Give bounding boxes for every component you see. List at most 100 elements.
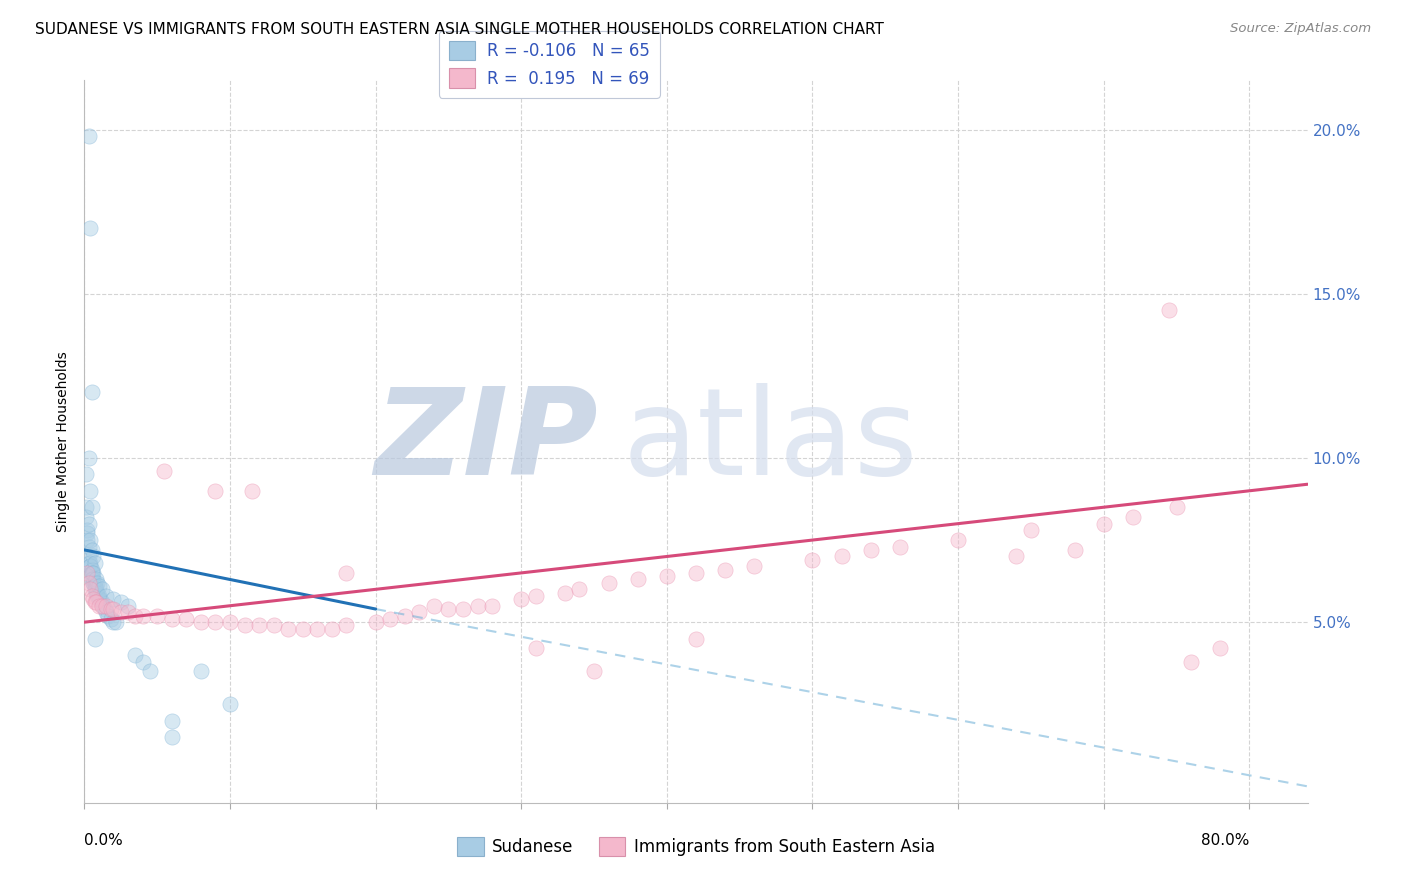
Point — [79, 582, 101, 597]
Point — [714, 563, 737, 577]
Point — [1092, 516, 1115, 531]
Point — [83, 595, 105, 609]
Point — [103, 602, 125, 616]
Point — [77, 516, 100, 531]
Point — [321, 622, 343, 636]
Point — [110, 595, 132, 609]
Point — [80, 500, 103, 515]
Point — [219, 698, 242, 712]
Point — [233, 618, 256, 632]
Point — [307, 622, 329, 636]
Point — [204, 615, 226, 630]
Point — [86, 589, 108, 603]
Point — [1122, 510, 1144, 524]
Point — [84, 573, 107, 587]
Point — [89, 592, 111, 607]
Point — [96, 589, 118, 603]
Point — [77, 129, 100, 144]
Point — [103, 592, 125, 607]
Point — [524, 589, 547, 603]
Point — [510, 592, 533, 607]
Point — [291, 622, 314, 636]
Point — [90, 599, 112, 613]
Point — [380, 612, 402, 626]
Point — [583, 665, 606, 679]
Point — [87, 579, 110, 593]
Text: SUDANESE VS IMMIGRANTS FROM SOUTH EASTERN ASIA SINGLE MOTHER HOUSEHOLDS CORRELAT: SUDANESE VS IMMIGRANTS FROM SOUTH EASTER… — [35, 22, 884, 37]
Point — [84, 582, 107, 597]
Point — [93, 602, 115, 616]
Point — [1180, 655, 1202, 669]
Point — [79, 559, 101, 574]
Point — [76, 523, 98, 537]
Point — [153, 464, 176, 478]
Point — [190, 665, 212, 679]
Point — [80, 385, 103, 400]
Point — [467, 599, 489, 613]
Point — [1159, 303, 1181, 318]
Point — [240, 483, 263, 498]
Point — [82, 575, 104, 590]
Point — [160, 612, 183, 626]
Point — [77, 575, 100, 590]
Text: Source: ZipAtlas.com: Source: ZipAtlas.com — [1230, 22, 1371, 36]
Point — [83, 556, 105, 570]
Point — [219, 615, 242, 630]
Point — [79, 559, 101, 574]
Point — [82, 566, 104, 580]
Point — [801, 553, 824, 567]
Point — [75, 467, 97, 482]
Point — [75, 500, 97, 515]
Point — [364, 615, 387, 630]
Point — [160, 730, 183, 744]
Point — [889, 540, 911, 554]
Point — [83, 579, 105, 593]
Point — [82, 592, 104, 607]
Point — [79, 483, 101, 498]
Point — [86, 585, 108, 599]
Text: 0.0%: 0.0% — [84, 833, 124, 848]
Y-axis label: Single Mother Households: Single Mother Households — [56, 351, 70, 532]
Point — [742, 559, 765, 574]
Point — [481, 599, 503, 613]
Text: atlas: atlas — [623, 383, 918, 500]
Point — [77, 540, 100, 554]
Point — [80, 589, 103, 603]
Point — [335, 566, 357, 580]
Point — [80, 542, 103, 557]
Point — [76, 533, 98, 547]
Point — [263, 618, 285, 632]
Point — [87, 589, 110, 603]
Point — [82, 573, 104, 587]
Point — [1019, 523, 1042, 537]
Point — [105, 615, 128, 630]
Point — [77, 549, 100, 564]
Point — [131, 608, 153, 623]
Point — [79, 556, 101, 570]
Point — [204, 483, 226, 498]
Point — [554, 585, 576, 599]
Point — [408, 605, 430, 619]
Point — [110, 605, 132, 619]
Point — [87, 599, 110, 613]
Point — [277, 622, 299, 636]
Point — [524, 641, 547, 656]
Point — [124, 608, 146, 623]
Point — [77, 450, 100, 465]
Point — [451, 602, 474, 616]
Point — [75, 510, 97, 524]
Point — [685, 632, 707, 646]
Point — [160, 714, 183, 728]
Point — [103, 615, 125, 630]
Point — [627, 573, 650, 587]
Point — [146, 608, 169, 623]
Point — [96, 599, 118, 613]
Point — [76, 566, 98, 580]
Point — [86, 575, 108, 590]
Point — [117, 605, 139, 619]
Point — [91, 599, 114, 613]
Text: 80.0%: 80.0% — [1201, 833, 1250, 848]
Point — [124, 648, 146, 662]
Point — [247, 618, 270, 632]
Point — [437, 602, 460, 616]
